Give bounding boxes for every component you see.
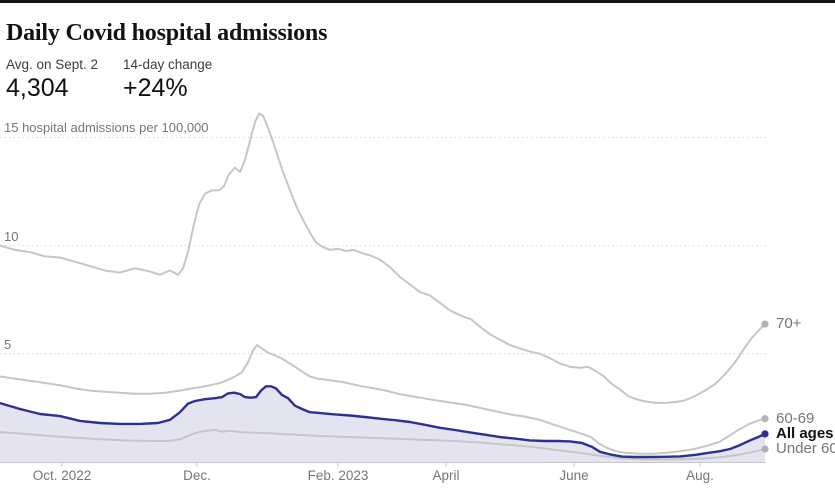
x-axis-label: April xyxy=(432,468,460,483)
y-axis-label: 5 xyxy=(4,336,12,352)
top-divider-rule xyxy=(0,0,835,3)
y-axis-label: 10 xyxy=(4,228,19,244)
x-axis-label: Aug. xyxy=(686,468,714,483)
stat-average-label: Avg. on Sept. 2 xyxy=(6,57,99,72)
stat-average-value: 4,304 xyxy=(6,74,69,102)
series-line-70+ xyxy=(0,112,766,404)
series-line-60-69 xyxy=(0,344,766,455)
series-label-under60: Under 60 xyxy=(776,440,835,457)
series-label-70plus: 70+ xyxy=(776,315,802,333)
y-axis-label: 15 hospital admissions per 100,000 xyxy=(4,120,209,136)
series-endpoint-dot xyxy=(761,430,769,438)
page-title: Daily Covid hospital admissions xyxy=(6,20,328,46)
series-endpoint-dot xyxy=(761,445,769,453)
series-line-All ages xyxy=(0,385,767,459)
stat-change-label: 14-day change xyxy=(123,57,213,72)
series-label-all-ages: All ages xyxy=(776,424,834,442)
series-endpoint-dot xyxy=(761,415,769,423)
stat-change-value: +24% xyxy=(123,74,188,102)
series-line-Under 60 xyxy=(0,429,766,461)
stat-average: Avg. on Sept. 2 4,304 xyxy=(6,57,99,102)
x-axis-label: Oct. 2022 xyxy=(32,468,92,483)
x-axis-label: June xyxy=(559,468,589,483)
series-endpoint-dot xyxy=(761,320,769,328)
series-label-60-69: 60-69 xyxy=(776,409,815,427)
x-axis-label: Dec. xyxy=(183,468,211,483)
stat-change: 14-day change +24% xyxy=(123,57,213,102)
x-axis-label: Feb. 2023 xyxy=(307,468,369,483)
